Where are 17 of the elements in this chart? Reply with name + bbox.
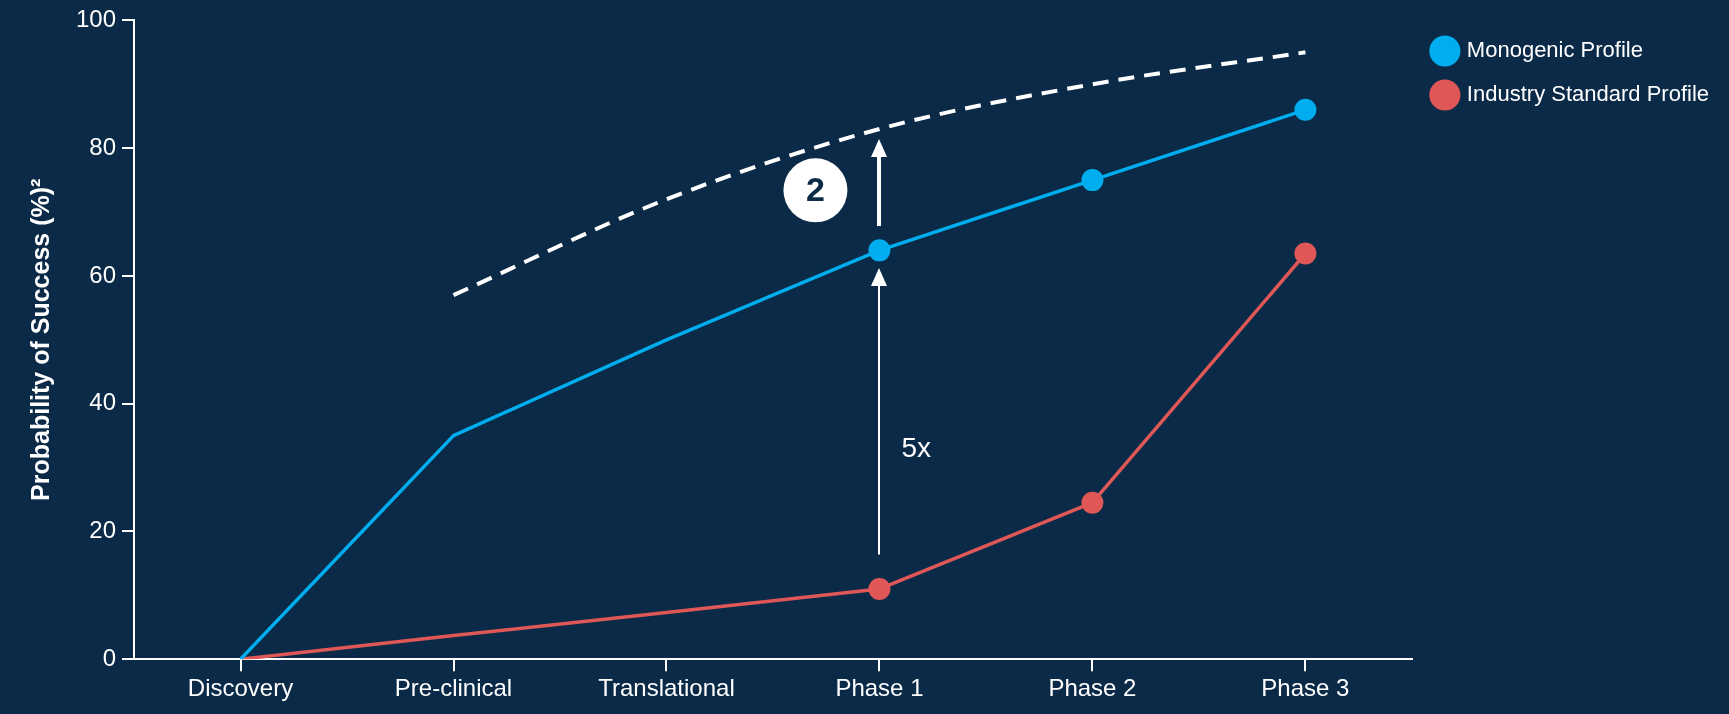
y-tick-label: 40: [89, 388, 117, 416]
annotation: 5x: [901, 432, 932, 464]
x-tick-label: Discovery: [187, 674, 294, 702]
legend-label: Monogenic Profile: [1466, 37, 1643, 63]
y-tick-label: 100: [76, 5, 117, 33]
x-tick-label: Translational: [598, 674, 735, 702]
y-tick-label: 60: [89, 260, 117, 288]
y-tick-label: 20: [89, 516, 117, 544]
y-tick-label: 0: [102, 643, 117, 671]
y-tick-label: 80: [89, 132, 117, 160]
x-tick-label: Phase 3: [1261, 674, 1350, 702]
x-tick-label: Pre-clinical: [394, 674, 513, 702]
annotation: 2: [805, 169, 825, 208]
x-tick-label: Phase 1: [835, 674, 924, 702]
x-tick-label: Phase 2: [1048, 674, 1137, 702]
y-axis-title: Probability of Success (%)²: [25, 178, 54, 501]
legend-label: Industry Standard Profile: [1466, 81, 1710, 107]
